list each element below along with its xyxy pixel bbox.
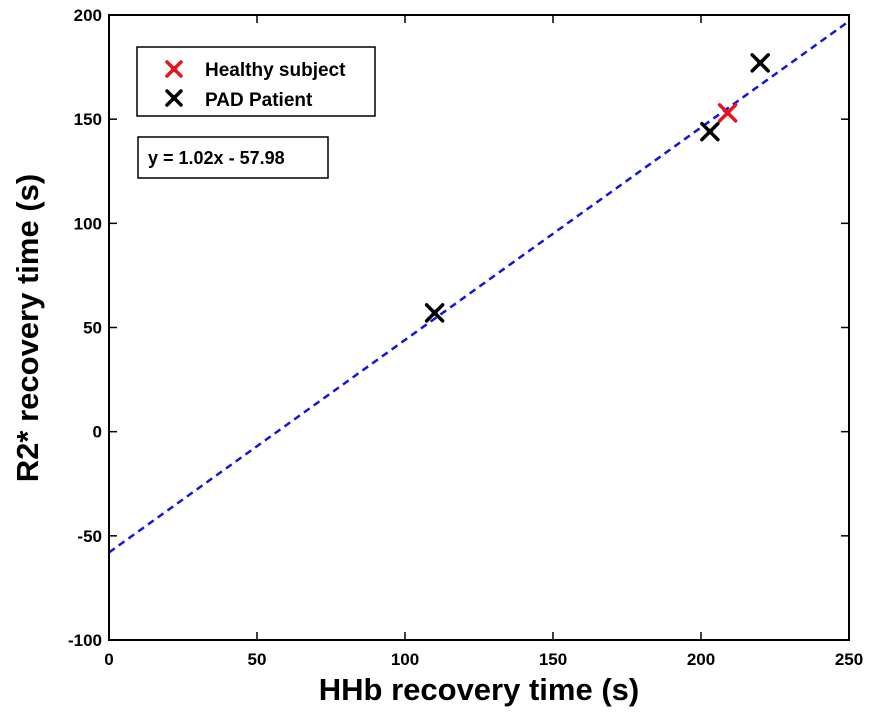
x-tick-label-2: 100 [391, 650, 419, 669]
legend-marker-pad [165, 89, 183, 107]
equation-annotation: y = 1.02x - 57.98 [137, 136, 329, 179]
y-tick-label-6: 200 [74, 6, 102, 25]
data-point-1-0 [424, 303, 445, 323]
y-tick-label-4: 100 [74, 214, 102, 233]
y-tick-labels: -100 -50 0 50 100 150 200 [68, 6, 102, 650]
y-tick-label-1: -50 [77, 527, 102, 546]
y-tick-label-0: -100 [68, 631, 102, 650]
x-tick-labels: 0 50 100 150 200 250 [104, 650, 863, 669]
legend-x-0 [165, 60, 183, 78]
plot-area-frame [108, 14, 850, 641]
x-tick-label-0: 0 [104, 650, 113, 669]
y-tick-label-5: 150 [74, 110, 102, 129]
legend-x-1 [165, 89, 183, 107]
x-tick-label-3: 150 [539, 650, 567, 669]
legend-label-healthy: Healthy subject [205, 60, 346, 81]
y-tick-label-3: 50 [83, 319, 102, 338]
equation-box [137, 136, 329, 179]
equation-text: y = 1.02x - 57.98 [148, 148, 285, 168]
data-points [424, 53, 770, 323]
legend: Healthy subject PAD Patient [136, 46, 376, 117]
y-axis-label: R2* recovery time (s) [10, 174, 45, 482]
legend-box [136, 46, 376, 117]
legend-marker-healthy [165, 60, 183, 78]
x-tick-label-4: 200 [687, 650, 715, 669]
x-tick-label-1: 50 [248, 650, 267, 669]
x-tick-label-5: 250 [835, 650, 863, 669]
y-tick-label-2: 0 [93, 423, 102, 442]
data-point-1-2 [750, 53, 770, 73]
legend-label-pad: PAD Patient [205, 90, 313, 111]
data-point-0-0 [717, 103, 738, 123]
x-axis-label: HHb recovery time (s) [319, 672, 639, 707]
data-point-1-1 [700, 121, 720, 142]
